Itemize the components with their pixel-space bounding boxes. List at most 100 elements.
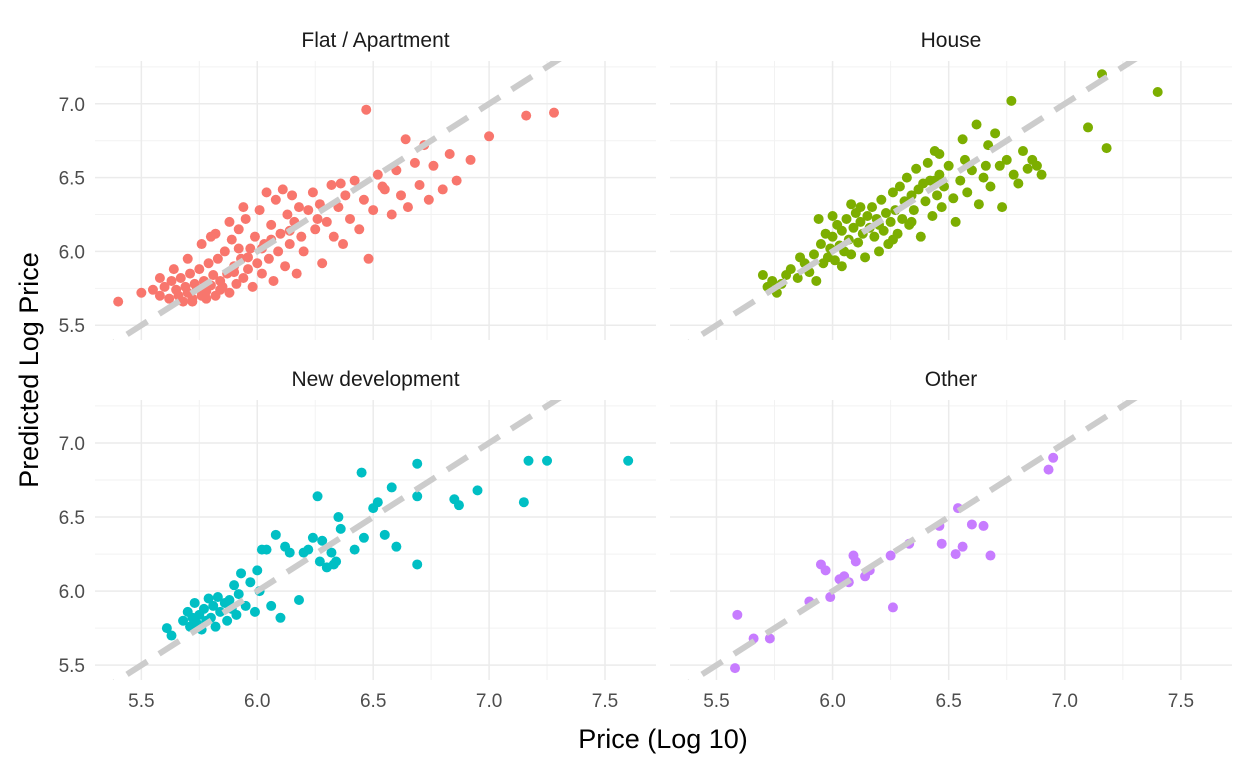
facet-panel: New development 5.5 6.0 6.5 7.0 5.5 6.0 6.5 7.0 7… <box>59 368 656 712</box>
data-point <box>730 663 741 674</box>
data-point <box>136 287 147 298</box>
data-point <box>997 202 1008 213</box>
data-point <box>1031 160 1042 171</box>
data-point <box>906 216 917 227</box>
data-point <box>194 264 205 275</box>
data-point <box>876 194 887 205</box>
y-tick-label: 7.0 <box>59 95 85 116</box>
data-point <box>948 193 959 204</box>
data-point <box>897 213 908 224</box>
data-point <box>412 458 423 469</box>
data-point <box>287 190 298 201</box>
x-axis-title: Price (Log 10) <box>578 724 748 754</box>
data-point <box>878 225 889 236</box>
data-point <box>307 187 318 198</box>
data-point <box>161 623 172 634</box>
data-point <box>212 592 223 603</box>
data-point <box>1001 154 1012 165</box>
data-point <box>1152 87 1163 97</box>
data-point <box>1017 146 1028 157</box>
data-point <box>915 231 926 242</box>
data-point <box>901 172 912 183</box>
data-point <box>757 270 768 281</box>
data-point <box>391 541 402 552</box>
data-point <box>885 216 896 227</box>
data-point <box>808 249 819 260</box>
data-point <box>1006 95 1017 106</box>
data-point <box>372 497 383 508</box>
data-point <box>317 258 328 269</box>
data-point <box>178 615 189 626</box>
data-point <box>869 231 880 242</box>
data-point <box>358 194 369 205</box>
data-point <box>1083 122 1094 133</box>
data-point <box>224 595 235 605</box>
data-point <box>245 577 256 588</box>
data-point <box>147 284 158 295</box>
data-point <box>412 559 423 570</box>
data-point <box>836 261 847 272</box>
data-point <box>846 249 857 260</box>
x-tick-label: 7.5 <box>1168 691 1194 712</box>
data-point <box>335 178 346 189</box>
data-point <box>338 239 349 250</box>
data-point <box>1101 143 1112 154</box>
data-point <box>936 538 947 549</box>
data-point <box>240 213 251 224</box>
data-point <box>1036 169 1047 180</box>
data-point <box>827 211 838 221</box>
data-point <box>249 231 260 242</box>
data-point <box>874 246 885 257</box>
data-point <box>303 544 314 555</box>
data-point <box>245 243 256 254</box>
data-point <box>985 550 996 561</box>
data-point <box>973 199 984 210</box>
data-point <box>203 593 214 604</box>
data-point <box>887 187 898 198</box>
data-point <box>846 199 857 210</box>
y-axis-title: Predicted Log Price <box>14 252 44 488</box>
data-point <box>236 568 247 579</box>
data-point <box>284 547 295 558</box>
data-point <box>732 609 743 620</box>
data-point <box>994 160 1005 171</box>
data-point <box>166 630 177 641</box>
data-point <box>229 580 240 591</box>
data-point <box>955 175 966 186</box>
data-point <box>867 202 878 213</box>
data-point <box>414 180 425 190</box>
data-point <box>978 520 989 531</box>
data-point <box>266 219 277 230</box>
data-point <box>400 134 411 145</box>
y-tick-label: 6.0 <box>59 582 85 603</box>
y-tick-label: 7.0 <box>59 434 85 455</box>
data-point <box>307 532 318 543</box>
facet-panel: House <box>670 29 1232 340</box>
data-point <box>238 202 249 213</box>
data-point <box>465 154 476 165</box>
data-point <box>243 252 253 263</box>
data-point <box>934 149 945 159</box>
facet-panel: Flat / Apartment 5.5 6.0 6.5 7.0 <box>59 29 656 340</box>
data-point <box>226 234 237 245</box>
x-tick-label: 5.5 <box>128 691 154 712</box>
data-point <box>950 549 961 560</box>
x-tick-label: 7.0 <box>1052 691 1078 712</box>
data-point <box>296 231 307 242</box>
data-point <box>855 216 866 227</box>
data-point <box>887 602 898 613</box>
data-point <box>261 187 272 198</box>
data-point <box>159 281 170 292</box>
data-point <box>331 556 342 567</box>
data-point <box>298 246 309 257</box>
facet-title: Other <box>925 368 978 391</box>
data-point <box>409 157 420 168</box>
x-tick-label: 6.0 <box>819 691 845 712</box>
data-point <box>855 202 866 213</box>
data-point <box>201 293 212 304</box>
data-point <box>764 633 775 644</box>
data-point <box>249 606 260 617</box>
data-point <box>542 455 553 466</box>
data-point <box>182 253 193 264</box>
data-point <box>363 253 374 264</box>
